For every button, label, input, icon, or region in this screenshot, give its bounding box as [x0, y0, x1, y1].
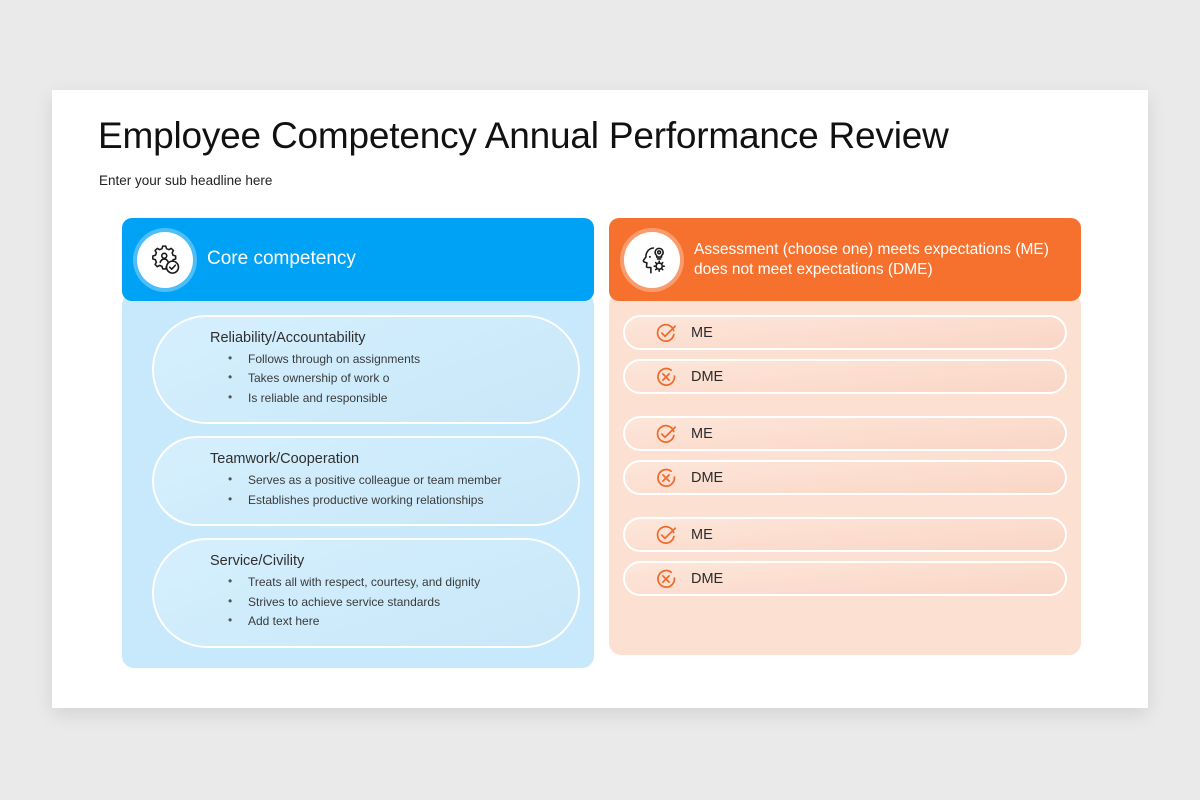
competency-bullet: Treats all with respect, courtesy, and d…	[228, 572, 556, 592]
assessment-option-me[interactable]: ME	[623, 315, 1067, 350]
slide-canvas: Employee Competency Annual Performance R…	[52, 90, 1148, 708]
core-competency-header-label: Core competency	[207, 248, 356, 270]
assessment-option-me[interactable]: ME	[623, 416, 1067, 451]
competency-bullet: Takes ownership of work o	[228, 368, 556, 388]
core-competency-column: Core competency Reliability/Accountabili…	[122, 218, 594, 668]
core-competency-header: Core competency	[122, 218, 594, 301]
page-title: Employee Competency Annual Performance R…	[98, 115, 949, 156]
circle-x-icon	[655, 366, 677, 388]
competency-bullet: Establishes productive working relations…	[228, 490, 556, 510]
head-gears-idea-icon	[624, 231, 680, 288]
competency-title: Service/Civility	[210, 553, 305, 570]
circle-x-icon	[655, 467, 677, 489]
page-subtitle: Enter your sub headline here	[99, 173, 273, 188]
competency-bullet: Strives to achieve service standards	[228, 592, 556, 612]
assessment-option-dme[interactable]: DME	[623, 561, 1067, 596]
comparison-columns: Core competency Reliability/Accountabili…	[122, 218, 1082, 668]
assessment-option-label: DME	[691, 469, 724, 486]
assessment-header-label: Assessment (choose one) meets expectatio…	[694, 240, 1049, 278]
competency-card[interactable]: Teamwork/Cooperation Serves as a positiv…	[152, 436, 580, 527]
assessment-option-dme[interactable]: DME	[623, 359, 1067, 394]
assessment-option-label: DME	[691, 570, 724, 587]
competency-card[interactable]: Reliability/Accountability Follows throu…	[152, 315, 580, 425]
assessment-option-me[interactable]: ME	[623, 517, 1067, 552]
competency-bullet-list: Treats all with respect, courtesy, and d…	[228, 572, 556, 631]
competency-title: Reliability/Accountability	[210, 330, 366, 346]
assessment-group: ME DME	[623, 315, 1067, 394]
competency-title: Teamwork/Cooperation	[210, 451, 360, 468]
assessment-option-label: DME	[691, 368, 724, 385]
assessment-group: ME DME	[623, 416, 1067, 495]
competency-bullet-list: Follows through on assignments Takes own…	[228, 349, 556, 408]
assessment-option-label: ME	[691, 425, 713, 442]
competency-bullet: Add text here	[228, 611, 556, 631]
competency-bullet-list: Serves as a positive colleague or team m…	[228, 470, 556, 510]
gear-person-check-icon	[137, 231, 193, 288]
assessment-group: ME DME	[623, 517, 1067, 596]
assessment-option-label: ME	[691, 324, 713, 341]
assessment-header: Assessment (choose one) meets expectatio…	[609, 218, 1081, 301]
competency-bullet: Follows through on assignments	[228, 349, 556, 369]
assessment-column: Assessment (choose one) meets expectatio…	[609, 218, 1081, 668]
assessment-panel: ME DME	[609, 293, 1081, 655]
assessment-option-dme[interactable]: DME	[623, 460, 1067, 495]
circle-check-icon	[655, 423, 677, 445]
core-competency-panel: Reliability/Accountability Follows throu…	[122, 293, 594, 668]
assessment-option-label: ME	[691, 526, 713, 543]
circle-x-icon	[655, 568, 677, 590]
competency-bullet: Is reliable and responsible	[228, 388, 556, 408]
circle-check-icon	[655, 322, 677, 344]
circle-check-icon	[655, 524, 677, 546]
competency-card[interactable]: Service/Civility Treats all with respect…	[152, 538, 580, 648]
competency-bullet: Serves as a positive colleague or team m…	[228, 470, 556, 490]
